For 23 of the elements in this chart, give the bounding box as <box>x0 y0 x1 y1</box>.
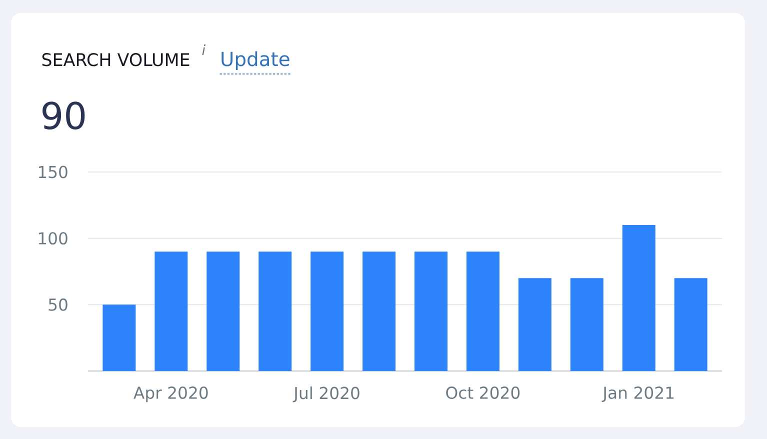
bar <box>258 252 292 371</box>
bar <box>362 252 396 371</box>
chart-title: SEARCH VOLUME <box>42 53 190 66</box>
y-tick-label: 50 <box>48 298 68 311</box>
bar <box>310 252 344 371</box>
x-tick-label: Oct 2020 <box>446 386 520 399</box>
bar <box>466 252 500 371</box>
bar <box>570 278 604 371</box>
x-tick-label: Jul 2020 <box>292 386 360 402</box>
y-tick-label: 100 <box>38 232 68 245</box>
bar <box>674 278 708 371</box>
text: Update <box>222 51 290 70</box>
bar <box>622 225 656 371</box>
x-tick-label: Jan 2021 <box>602 386 674 402</box>
y-tick-label: 150 <box>38 166 68 178</box>
bar <box>154 252 188 371</box>
text: i <box>202 44 206 55</box>
x-tick-label: Apr 2020 <box>134 386 208 402</box>
bar <box>206 252 240 371</box>
bar <box>518 278 552 371</box>
bar <box>414 252 448 371</box>
chart-subtitle: 90 <box>42 102 85 130</box>
bar <box>102 304 136 371</box>
